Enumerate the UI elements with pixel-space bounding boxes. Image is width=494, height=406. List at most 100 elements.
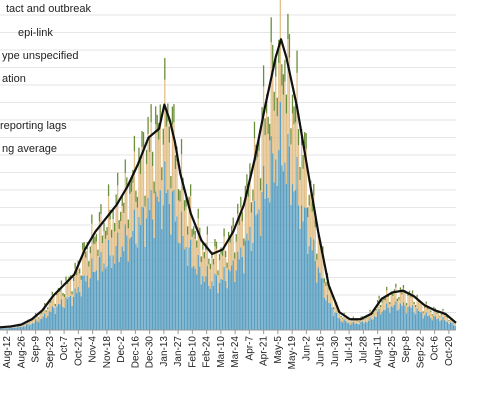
bar-segment-ation bbox=[363, 323, 365, 330]
bar-segment-ation bbox=[285, 184, 288, 330]
bar-segment-tact-and-outbreak bbox=[135, 190, 137, 202]
bar-segment-epi-link bbox=[92, 243, 95, 272]
bar-segment-tact-and-outbreak bbox=[104, 230, 107, 239]
bar-segment-tact-and-outbreak bbox=[164, 57, 166, 80]
bar-segment-epi-link bbox=[19, 325, 22, 327]
bar-segment-epi-link bbox=[343, 314, 345, 320]
bar-segment-tact-and-outbreak bbox=[180, 138, 183, 155]
bar-segment-tact-and-outbreak bbox=[452, 322, 455, 324]
bar-segment-ation bbox=[7, 328, 9, 330]
x-tick-label: Jul-14 bbox=[344, 336, 355, 364]
bar-segment-epi-link bbox=[308, 205, 310, 247]
bar-segment-tact-and-outbreak bbox=[389, 302, 391, 305]
bar-segment-epi-link bbox=[177, 200, 180, 243]
bar-segment-tact-and-outbreak bbox=[445, 316, 447, 318]
bar-segment-tact-and-outbreak bbox=[369, 309, 371, 312]
bar-segment-epi-link bbox=[383, 300, 385, 310]
bar-segment-ation bbox=[367, 321, 370, 330]
bar-segment-tact-and-outbreak bbox=[343, 312, 345, 315]
bar-segment-ation bbox=[177, 242, 180, 330]
bar-segment-epi-link bbox=[270, 42, 272, 137]
bar-segment-epi-link bbox=[83, 249, 85, 276]
bar-segment-tact-and-outbreak bbox=[287, 13, 289, 40]
bar-segment-epi-link bbox=[16, 325, 19, 328]
bar-segment-ation bbox=[241, 256, 243, 330]
legend-label: reporting lags bbox=[0, 120, 67, 132]
bar-segment-tact-and-outbreak bbox=[293, 106, 295, 125]
bar-segment-epi-link bbox=[132, 182, 134, 231]
bar-segment-epi-link bbox=[158, 139, 160, 202]
bar-segment-epi-link bbox=[209, 269, 212, 289]
bar-segment-ation bbox=[392, 307, 394, 330]
bar-segment-ation bbox=[117, 232, 119, 330]
bar-segment-ation bbox=[446, 321, 449, 330]
bar-segment-ation bbox=[401, 305, 403, 330]
bar-segment-epi-link bbox=[247, 196, 250, 241]
bar-segment-epi-link bbox=[164, 79, 166, 162]
bar-segment-epi-link bbox=[212, 264, 215, 286]
bar-segment-epi-link bbox=[430, 312, 432, 318]
bar-segment-ation bbox=[396, 310, 399, 330]
bar-segment-ation bbox=[221, 280, 224, 330]
bar-segment-ation bbox=[118, 261, 120, 330]
bar-segment-epi-link bbox=[273, 110, 275, 183]
bar-segment-epi-link bbox=[150, 122, 152, 190]
bar-segment-tact-and-outbreak bbox=[101, 235, 104, 244]
bar-segment-ation bbox=[293, 191, 295, 330]
bar-segment-epi-link bbox=[282, 94, 285, 172]
bar-segment-ation bbox=[407, 307, 409, 330]
bar-segment-epi-link bbox=[42, 310, 44, 317]
bar-segment-epi-link bbox=[373, 309, 376, 317]
bar-segment-ation bbox=[15, 327, 17, 330]
bar-segment-epi-link bbox=[215, 248, 218, 276]
bar-segment-ation bbox=[310, 237, 312, 330]
bar-segment-ation bbox=[208, 285, 210, 330]
bar-segment-epi-link bbox=[331, 296, 333, 308]
bar-segment-tact-and-outbreak bbox=[380, 305, 382, 308]
bar-segment-epi-link bbox=[322, 252, 324, 279]
legend: tact and outbreak epi-link ype unspecified… bbox=[0, 3, 92, 155]
bar-segment-epi-link bbox=[162, 144, 164, 206]
bar-segment-ation bbox=[79, 291, 81, 330]
bar-segment-tact-and-outbreak bbox=[173, 104, 175, 123]
bar-segment-ation bbox=[332, 315, 335, 330]
bar-segment-ation bbox=[28, 325, 31, 330]
bar-segment-epi-link bbox=[300, 145, 303, 206]
bar-segment-epi-link bbox=[316, 259, 318, 283]
bar-segment-ation bbox=[279, 101, 281, 331]
bar-segment-ation bbox=[226, 288, 228, 330]
bar-segment-tact-and-outbreak bbox=[92, 236, 95, 244]
bar-segment-epi-link bbox=[82, 249, 84, 276]
bar-segment-epi-link bbox=[139, 173, 142, 225]
x-tick-label: Aug-12 bbox=[2, 336, 13, 369]
bar-segment-tact-and-outbreak bbox=[282, 74, 285, 95]
bar-segment-ation bbox=[243, 273, 245, 330]
bar-segment-tact-and-outbreak bbox=[270, 17, 272, 43]
bar-segment-tact-and-outbreak bbox=[284, 59, 286, 82]
bar-segment-epi-link bbox=[424, 308, 426, 316]
bar-segment-tact-and-outbreak bbox=[112, 209, 114, 219]
bar-segment-epi-link bbox=[135, 201, 137, 244]
x-tick-label: Aug-11 bbox=[373, 336, 384, 368]
bar-segment-epi-link bbox=[392, 296, 394, 308]
bar-segment-tact-and-outbreak bbox=[155, 106, 157, 125]
bar-segment-epi-link bbox=[214, 246, 216, 274]
bar-segment-epi-link bbox=[422, 312, 424, 319]
bar-segment-ation bbox=[440, 320, 443, 330]
bar-segment-epi-link bbox=[147, 133, 149, 198]
bar-segment-epi-link bbox=[98, 221, 101, 257]
bar-segment-tact-and-outbreak bbox=[65, 276, 67, 281]
bar-segment-tact-and-outbreak bbox=[448, 320, 450, 321]
bar-segment-ation bbox=[127, 261, 129, 330]
bar-segment-epi-link bbox=[338, 312, 341, 319]
bar-segment-ation bbox=[270, 136, 272, 330]
bar-segment-ation bbox=[123, 251, 125, 330]
bar-segment-tact-and-outbreak bbox=[241, 211, 243, 222]
bar-segment-tact-and-outbreak bbox=[252, 189, 254, 201]
bar-segment-epi-link bbox=[148, 151, 151, 210]
bar-segment-tact-and-outbreak bbox=[100, 204, 102, 215]
bar-segment-epi-link bbox=[120, 221, 122, 257]
bar-segment-tact-and-outbreak bbox=[433, 306, 435, 309]
bar-segment-epi-link bbox=[221, 255, 224, 281]
bar-segment-epi-link bbox=[133, 151, 136, 210]
